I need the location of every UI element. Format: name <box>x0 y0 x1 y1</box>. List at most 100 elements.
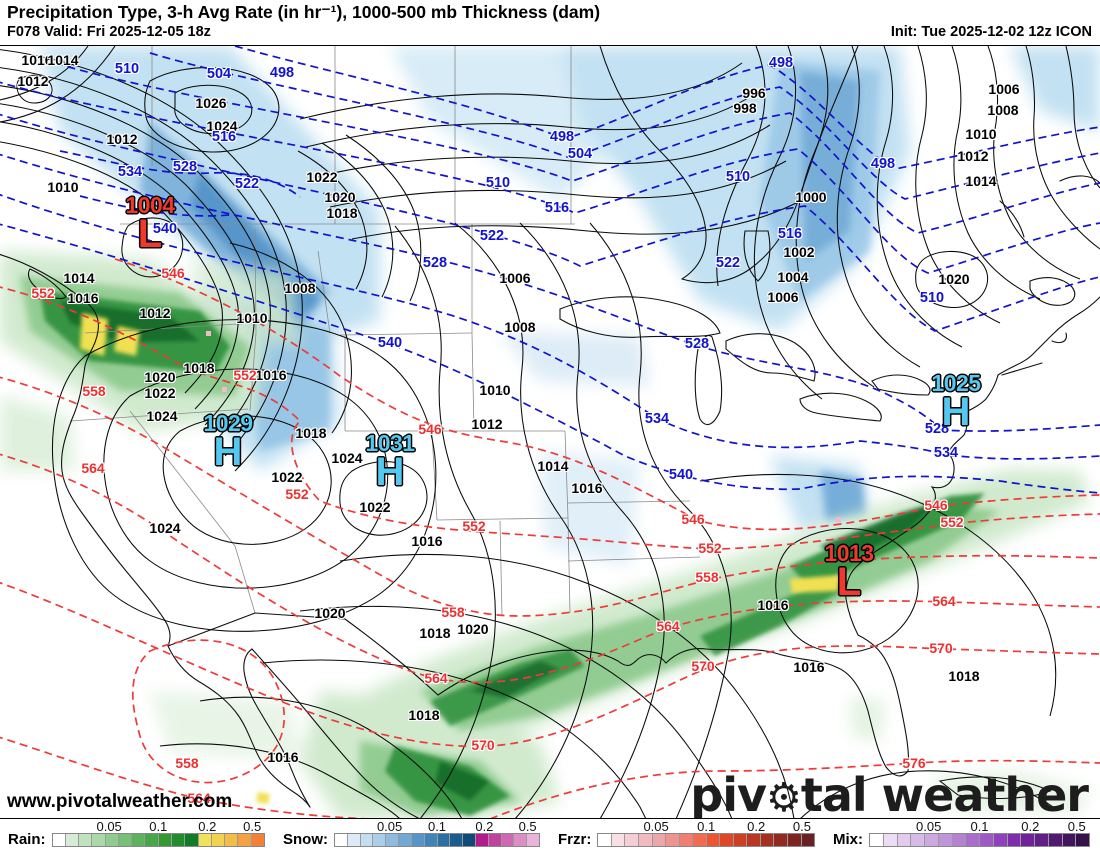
legend-ticks: 0.05 0.1 0.2 0.5 <box>597 819 815 834</box>
legend-color-cell <box>966 834 980 846</box>
legend-color-cell <box>598 834 612 846</box>
legend-group-rain: Rain: 0.05 0.1 0.2 0.5 <box>0 819 275 850</box>
legend-color-cell <box>747 834 761 846</box>
legend-color-cell <box>79 834 93 846</box>
legend-color-cell <box>373 834 387 846</box>
logo-text: tal weather <box>800 768 1089 822</box>
logo-text: piv <box>690 768 767 822</box>
legend-color-cell <box>399 834 412 846</box>
legend-color-cell <box>475 834 489 846</box>
pivotal-weather-logo: piv⚙tal weather <box>690 772 1089 821</box>
legend-color-cell <box>238 834 252 846</box>
map-graphics <box>0 46 1100 819</box>
legend-tick: 0.1 <box>970 819 989 834</box>
legend-tick: 0.1 <box>697 819 716 834</box>
init-time: Init: Tue 2025-12-02 12z ICON <box>890 24 1092 40</box>
map-title: Precipitation Type, 3-h Avg Rate (in hr⁻… <box>7 2 601 22</box>
legend-color-cell <box>733 834 748 846</box>
legend-tick: 0.5 <box>792 819 811 834</box>
legend-tick: 0.1 <box>149 819 168 834</box>
heavy-rain-yellow <box>80 313 840 804</box>
legend-color-cell <box>527 834 539 846</box>
legend-color-cell <box>52 834 66 846</box>
legend-color-cell <box>172 834 186 846</box>
legend-color-cell <box>347 834 361 846</box>
legend-color-cell <box>1076 834 1089 846</box>
legend-group-frzr: Frzr: 0.05 0.1 0.2 0.5 <box>550 819 825 850</box>
legend-color-cell <box>463 834 476 846</box>
legend-color-cell <box>185 834 199 846</box>
legend-color-cell <box>118 834 133 846</box>
legend-color-cell <box>883 834 898 846</box>
legend-color-cell <box>335 834 348 846</box>
legend-color-cell <box>666 834 680 846</box>
valid-time: F078 Valid: Fri 2025-12-05 18z <box>7 24 211 40</box>
legend-color-cell <box>225 834 239 846</box>
legend: Rain: 0.05 0.1 0.2 0.5 Snow: 0.05 0.1 0.2 0.5 Frzr… <box>0 818 1100 850</box>
legend-color-cell <box>386 834 400 846</box>
legend-tick: 0.5 <box>518 819 537 834</box>
legend-tick: 0.2 <box>747 819 766 834</box>
legend-tick: 0.1 <box>427 819 447 834</box>
weather-map-canvas <box>0 45 1100 819</box>
legend-tick: 0.2 <box>1021 819 1040 834</box>
legend-color-cell <box>211 834 226 846</box>
gear-icon: ⚙ <box>765 775 802 821</box>
legend-color-cell <box>611 834 626 846</box>
legend-color-cell <box>450 834 464 846</box>
legend-color-cell <box>652 834 667 846</box>
legend-color-cell <box>1048 834 1063 846</box>
legend-ticks: 0.05 0.1 0.2 0.5 <box>334 819 540 834</box>
legend-color-cell <box>952 834 967 846</box>
legend-color-cell <box>1007 834 1022 846</box>
legend-color-cell <box>693 834 707 846</box>
legend-group-snow: Snow: 0.05 0.1 0.2 0.5 <box>275 819 550 850</box>
legend-tick: 0.5 <box>1067 819 1086 834</box>
legend-color-cell <box>132 834 146 846</box>
legend-color-cell <box>424 834 438 846</box>
legend-color-cell <box>488 834 502 846</box>
legend-tick: 0.2 <box>475 819 494 834</box>
legend-color-cell <box>501 834 515 846</box>
isobars <box>0 46 1100 819</box>
legend-color-cell <box>720 834 734 846</box>
legend-label: Frzr: <box>558 831 592 848</box>
legend-color-cell <box>1021 834 1035 846</box>
legend-colorbar <box>51 833 265 847</box>
legend-tick: 0.2 <box>198 819 217 834</box>
thickness-contours-blue <box>0 46 1100 494</box>
legend-ticks: 0.05 0.1 0.2 0.5 <box>52 819 266 834</box>
thickness-contours-red <box>0 258 1100 819</box>
freezing-rain-dots <box>206 331 841 522</box>
watermark-url: www.pivotalweather.com <box>7 791 233 812</box>
legend-color-cell <box>105 834 119 846</box>
legend-color-cell <box>638 834 653 846</box>
coastlines <box>0 46 1100 819</box>
legend-label: Snow: <box>283 831 328 848</box>
legend-color-cell <box>360 834 374 846</box>
legend-color-cell <box>870 834 884 846</box>
header: Precipitation Type, 3-h Avg Rate (in hr⁻… <box>0 0 1100 45</box>
legend-tick: 0.05 <box>643 819 669 834</box>
legend-color-cell <box>145 834 159 846</box>
legend-color-cell <box>801 834 815 846</box>
legend-color-cell <box>65 834 80 846</box>
legend-color-cell <box>625 834 639 846</box>
legend-color-cell <box>679 834 694 846</box>
legend-tick: 0.05 <box>376 819 403 834</box>
legend-label: Rain: <box>8 831 46 848</box>
legend-color-cell <box>1062 834 1077 846</box>
legend-colorbar <box>334 833 540 847</box>
legend-color-cell <box>774 834 788 846</box>
legend-color-cell <box>251 834 264 846</box>
legend-color-cell <box>938 834 953 846</box>
legend-label: Mix: <box>833 831 863 848</box>
legend-tick: 0.5 <box>243 819 262 834</box>
legend-colorbar <box>597 833 815 847</box>
legend-color-cell <box>92 834 106 846</box>
state-borders <box>69 46 701 617</box>
legend-color-cell <box>925 834 939 846</box>
legend-color-cell <box>980 834 994 846</box>
legend-group-mix: Mix: 0.05 0.1 0.2 0.5 <box>825 819 1100 850</box>
legend-color-cell <box>993 834 1008 846</box>
